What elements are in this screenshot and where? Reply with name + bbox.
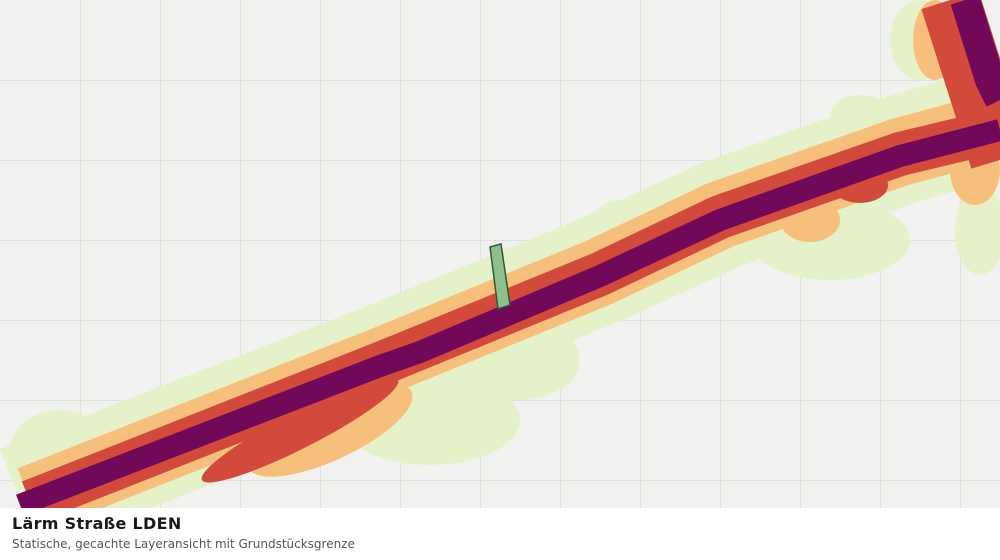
noise-map bbox=[0, 0, 1000, 508]
map-subtitle: Statische, gecachte Layeransicht mit Gru… bbox=[12, 537, 355, 551]
noise-band-very-high bbox=[16, 0, 1000, 508]
map-title: Lärm Straße LDEN bbox=[12, 514, 182, 533]
caption-panel: Lärm Straße LDEN Statische, gecachte Lay… bbox=[0, 508, 1000, 560]
parcel-boundary bbox=[489, 243, 511, 310]
